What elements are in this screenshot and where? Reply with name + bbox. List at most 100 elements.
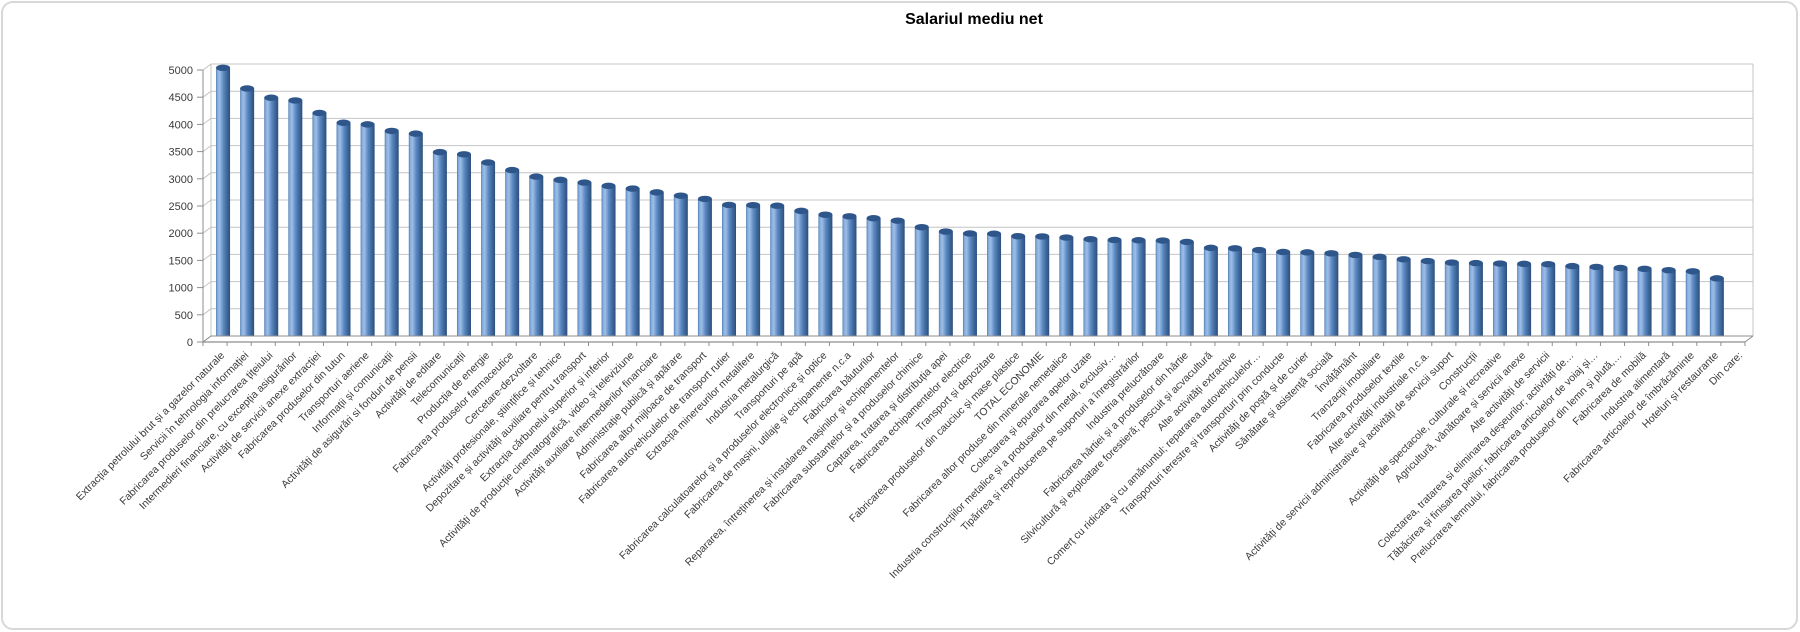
floor-left-corner bbox=[202, 335, 212, 343]
bar bbox=[216, 67, 231, 337]
bar-top-cap bbox=[288, 97, 303, 104]
bar-top-cap bbox=[1300, 249, 1315, 256]
bar-top-cap bbox=[1179, 238, 1194, 246]
bar bbox=[1420, 261, 1435, 336]
bar bbox=[938, 231, 953, 336]
bar bbox=[336, 122, 351, 336]
bar bbox=[505, 170, 520, 336]
depth-connector bbox=[202, 63, 212, 71]
bar bbox=[697, 198, 712, 336]
y-axis-label: 4000 bbox=[169, 119, 193, 131]
bar bbox=[1372, 256, 1387, 336]
bar bbox=[360, 124, 375, 336]
bar bbox=[553, 179, 568, 336]
bar-top-cap bbox=[673, 192, 688, 199]
bar-top-cap bbox=[1541, 260, 1556, 268]
bar bbox=[240, 88, 255, 336]
bar-top-cap bbox=[770, 202, 785, 209]
bar-top-cap bbox=[1468, 259, 1483, 267]
bar-top-cap bbox=[553, 176, 568, 184]
y-axis-label: 5000 bbox=[169, 65, 193, 77]
bar bbox=[746, 205, 761, 336]
bar-top-cap bbox=[529, 173, 544, 180]
y-axis-label: 1500 bbox=[169, 255, 193, 267]
depth-connector bbox=[202, 226, 212, 234]
bar bbox=[1011, 236, 1026, 336]
bar bbox=[264, 97, 279, 336]
bar-top-cap bbox=[1059, 234, 1074, 241]
bar-top-cap bbox=[408, 130, 423, 137]
bar-top-cap bbox=[360, 121, 375, 128]
bar-top-cap bbox=[1396, 256, 1411, 263]
bar bbox=[1444, 262, 1459, 336]
bar-top-cap bbox=[914, 224, 929, 231]
bar bbox=[1493, 263, 1508, 336]
bar bbox=[649, 192, 664, 336]
bar-top-cap bbox=[384, 127, 399, 135]
bar bbox=[1324, 253, 1339, 336]
bar-top-cap bbox=[1372, 253, 1387, 261]
bar bbox=[529, 176, 544, 336]
bar bbox=[1035, 236, 1050, 336]
bar-top-cap bbox=[601, 182, 616, 190]
bar bbox=[962, 233, 977, 336]
bar-top-cap bbox=[505, 166, 520, 174]
bar bbox=[1203, 247, 1218, 336]
bar-top-cap bbox=[1661, 266, 1676, 274]
bar-top-cap bbox=[746, 201, 761, 209]
bar bbox=[842, 216, 857, 336]
bar bbox=[1709, 278, 1724, 336]
bar bbox=[890, 220, 905, 336]
bar bbox=[1059, 237, 1074, 336]
bar-top-cap bbox=[216, 64, 231, 72]
bar-top-cap bbox=[312, 109, 327, 117]
bar-top-cap bbox=[1685, 268, 1700, 275]
bar bbox=[481, 162, 496, 336]
bar-top-cap bbox=[1083, 235, 1098, 243]
bar-top-cap bbox=[722, 201, 737, 209]
chart-title: Salariul mediu net bbox=[905, 11, 1043, 28]
bar bbox=[914, 227, 929, 336]
bar bbox=[312, 112, 327, 337]
bar bbox=[1107, 239, 1122, 336]
bar-top-cap bbox=[1444, 259, 1459, 266]
bar bbox=[1613, 268, 1628, 336]
bar-top-cap bbox=[818, 211, 833, 218]
y-axis-label: 3500 bbox=[169, 147, 193, 159]
bar bbox=[1396, 259, 1411, 336]
bar bbox=[1468, 263, 1483, 336]
bar bbox=[1685, 271, 1700, 336]
bar bbox=[577, 182, 592, 336]
bar bbox=[1252, 250, 1267, 336]
bar bbox=[1565, 266, 1580, 336]
bar-top-cap bbox=[962, 230, 977, 237]
y-axis-label: 4500 bbox=[169, 92, 193, 104]
bar bbox=[288, 100, 303, 336]
y-axis-label: 2000 bbox=[169, 228, 193, 240]
bar-top-cap bbox=[697, 195, 712, 203]
bar-top-cap bbox=[240, 85, 255, 92]
bar-top-cap bbox=[1420, 257, 1435, 265]
depth-connector bbox=[202, 199, 212, 207]
bar bbox=[432, 152, 447, 336]
bar-top-cap bbox=[1517, 260, 1532, 268]
bar bbox=[1589, 266, 1604, 336]
y-axis-label: 500 bbox=[175, 310, 193, 322]
bar-top-cap bbox=[938, 228, 953, 235]
bar-top-cap bbox=[577, 179, 592, 186]
bar bbox=[673, 195, 688, 336]
bar bbox=[987, 233, 1002, 336]
bar-top-cap bbox=[649, 189, 664, 196]
depth-connector bbox=[202, 172, 212, 180]
bar-top-cap bbox=[1203, 244, 1218, 252]
bar-top-cap bbox=[842, 213, 857, 220]
bar bbox=[866, 218, 881, 336]
bar bbox=[1661, 270, 1676, 336]
bar-top-cap bbox=[1131, 237, 1146, 244]
bar bbox=[1131, 240, 1146, 336]
bar bbox=[1083, 239, 1098, 336]
bar bbox=[794, 210, 809, 336]
depth-connector bbox=[202, 145, 212, 153]
bar-top-cap bbox=[1276, 248, 1291, 256]
